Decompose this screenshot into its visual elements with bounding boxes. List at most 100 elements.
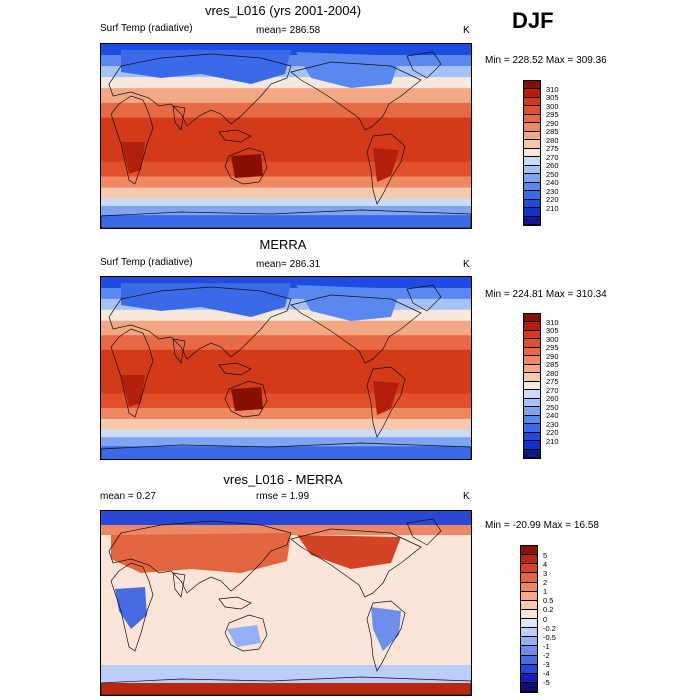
- coastline: [110, 95, 154, 185]
- colorbar-box: [521, 573, 537, 583]
- coastline: [366, 133, 406, 205]
- colorbar-box: [524, 314, 540, 323]
- season-label: DJF: [512, 8, 554, 33]
- coastline: [110, 562, 154, 652]
- coastline: [290, 61, 422, 131]
- colorbar-box: [524, 432, 540, 442]
- field-band: [101, 44, 471, 56]
- colorbar-box: [524, 322, 540, 331]
- field-band: [101, 418, 471, 431]
- hot-australia: [231, 387, 263, 411]
- colorbar-box: [524, 182, 540, 192]
- colorbar-tick-label: -3: [543, 660, 550, 670]
- coastline: [108, 520, 292, 594]
- cold-bias-africa: [115, 587, 147, 629]
- colorbar-tick-label: 210: [546, 203, 559, 213]
- colorbar-tick-label: 290: [546, 118, 559, 128]
- panel1-minmax: Min = 228.52 Max = 309.36: [485, 55, 607, 66]
- hot-australia: [231, 154, 263, 178]
- colorbar-tick-label: 285: [546, 360, 559, 370]
- field-band: [101, 437, 471, 447]
- colorbar-tick-label: 1: [543, 587, 548, 597]
- field-band: [101, 320, 471, 336]
- coastline: [101, 209, 471, 228]
- warm-bias-north-america: [297, 535, 401, 569]
- panel1-map: [100, 43, 472, 229]
- colorbar-tick-label: 0.5: [543, 596, 554, 606]
- colorbar-box: [521, 628, 537, 638]
- colorbar-tick-label: 305: [546, 326, 559, 336]
- field-band: [101, 277, 471, 289]
- panel2-field: [101, 277, 471, 459]
- panel1-field: [101, 44, 471, 228]
- colorbar-tick-label: 220: [546, 428, 559, 438]
- colorbar-tick-label: 240: [546, 411, 559, 421]
- colorbar-box: [524, 89, 540, 98]
- panel1-mean: mean= 286.58: [256, 25, 321, 36]
- polar-south-band: [101, 683, 471, 695]
- colorbar-box: [521, 600, 537, 610]
- coastline: [172, 572, 186, 598]
- colorbar-box: [521, 591, 537, 601]
- colorbar-tick-label: -4: [543, 669, 550, 679]
- colorbar-box: [521, 637, 537, 647]
- colorbar-tick-label: 230: [546, 419, 559, 429]
- colorbar-tick-label: 295: [546, 110, 559, 120]
- coastline: [101, 442, 471, 459]
- colorbar-tick-label: 240: [546, 178, 559, 188]
- field-band: [101, 176, 471, 189]
- colorbar-box: [524, 174, 540, 183]
- colorbar-box: [524, 415, 540, 425]
- panel3-mean: mean = 0.27: [100, 491, 156, 502]
- colorbar-box: [524, 157, 540, 166]
- warm-bias-eurasia: [111, 533, 291, 573]
- colorbar-tick-label: 3: [543, 568, 548, 578]
- colorbar-box: [524, 373, 540, 382]
- panel2-units: K: [463, 259, 470, 270]
- colorbar-tick-label: -0.5: [543, 632, 556, 642]
- colorbar-tick-label: 275: [546, 144, 559, 154]
- colorbar-tick-label: 0: [543, 614, 548, 624]
- colorbar-box: [524, 441, 540, 450]
- colorbar-tick-label: 270: [546, 385, 559, 395]
- colorbar-box: [524, 356, 540, 365]
- colorbar-tick-label: 210: [546, 436, 559, 446]
- colorbar-tick-label: 295: [546, 343, 559, 353]
- colorbar-tick-label: 5: [543, 550, 548, 560]
- hot-south-america: [373, 148, 399, 182]
- colorbar-tick-label: 305: [546, 93, 559, 103]
- panel1-title: vres_L016 (yrs 2001-2004): [204, 3, 362, 18]
- hot-south-america: [373, 381, 399, 415]
- coastline: [101, 676, 471, 695]
- colorbar-box: [521, 655, 537, 665]
- colorbar-box: [524, 165, 540, 175]
- colorbar-box: [521, 619, 537, 629]
- cold-bias-south-america: [371, 607, 401, 651]
- coastline: [224, 614, 268, 652]
- colorbar-tick-label: -1: [543, 641, 550, 651]
- coastline: [218, 362, 252, 376]
- colorbar-box: [524, 148, 540, 158]
- field-band: [101, 298, 471, 311]
- field-band: [101, 117, 471, 163]
- colorbar-tick-label: 2: [543, 578, 548, 587]
- field-band: [101, 393, 471, 409]
- field-band: [101, 408, 471, 420]
- cold-north-america: [296, 52, 401, 88]
- panel3-rmse: rmse = 1.99: [256, 491, 310, 502]
- colorbar-tick-label: 285: [546, 127, 559, 137]
- colorbar-tick-label: 280: [546, 368, 559, 378]
- field-band: [101, 66, 471, 78]
- panel1-units: K: [463, 25, 470, 36]
- colorbar-box: [524, 339, 540, 348]
- cold-north-america: [296, 285, 401, 321]
- colorbar-box: [524, 216, 540, 225]
- panel3-map: [100, 510, 472, 696]
- coastline: [290, 528, 422, 598]
- colorbar-box: [521, 582, 537, 592]
- coastline: [224, 380, 268, 418]
- colorbar-box: [524, 381, 540, 391]
- colorbar-tick-label: 270: [546, 152, 559, 162]
- field-band: [101, 102, 471, 119]
- coastline: [218, 596, 252, 610]
